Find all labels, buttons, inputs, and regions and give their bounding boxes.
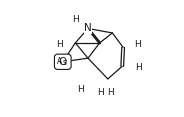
Text: H: H [97,88,104,97]
Text: s: s [63,58,67,67]
Text: H: H [107,88,114,97]
Text: H: H [134,40,141,49]
Text: H: H [56,40,63,49]
Text: H: H [77,85,84,94]
Text: N: N [84,23,92,33]
Text: H: H [72,15,79,24]
Text: A: A [57,57,62,66]
Text: H: H [135,63,142,72]
FancyBboxPatch shape [54,54,71,69]
Text: O: O [59,57,67,67]
